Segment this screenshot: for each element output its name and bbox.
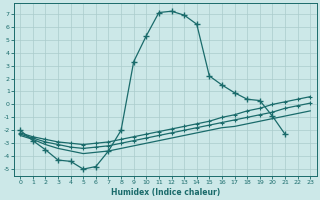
X-axis label: Humidex (Indice chaleur): Humidex (Indice chaleur) [111, 188, 220, 197]
